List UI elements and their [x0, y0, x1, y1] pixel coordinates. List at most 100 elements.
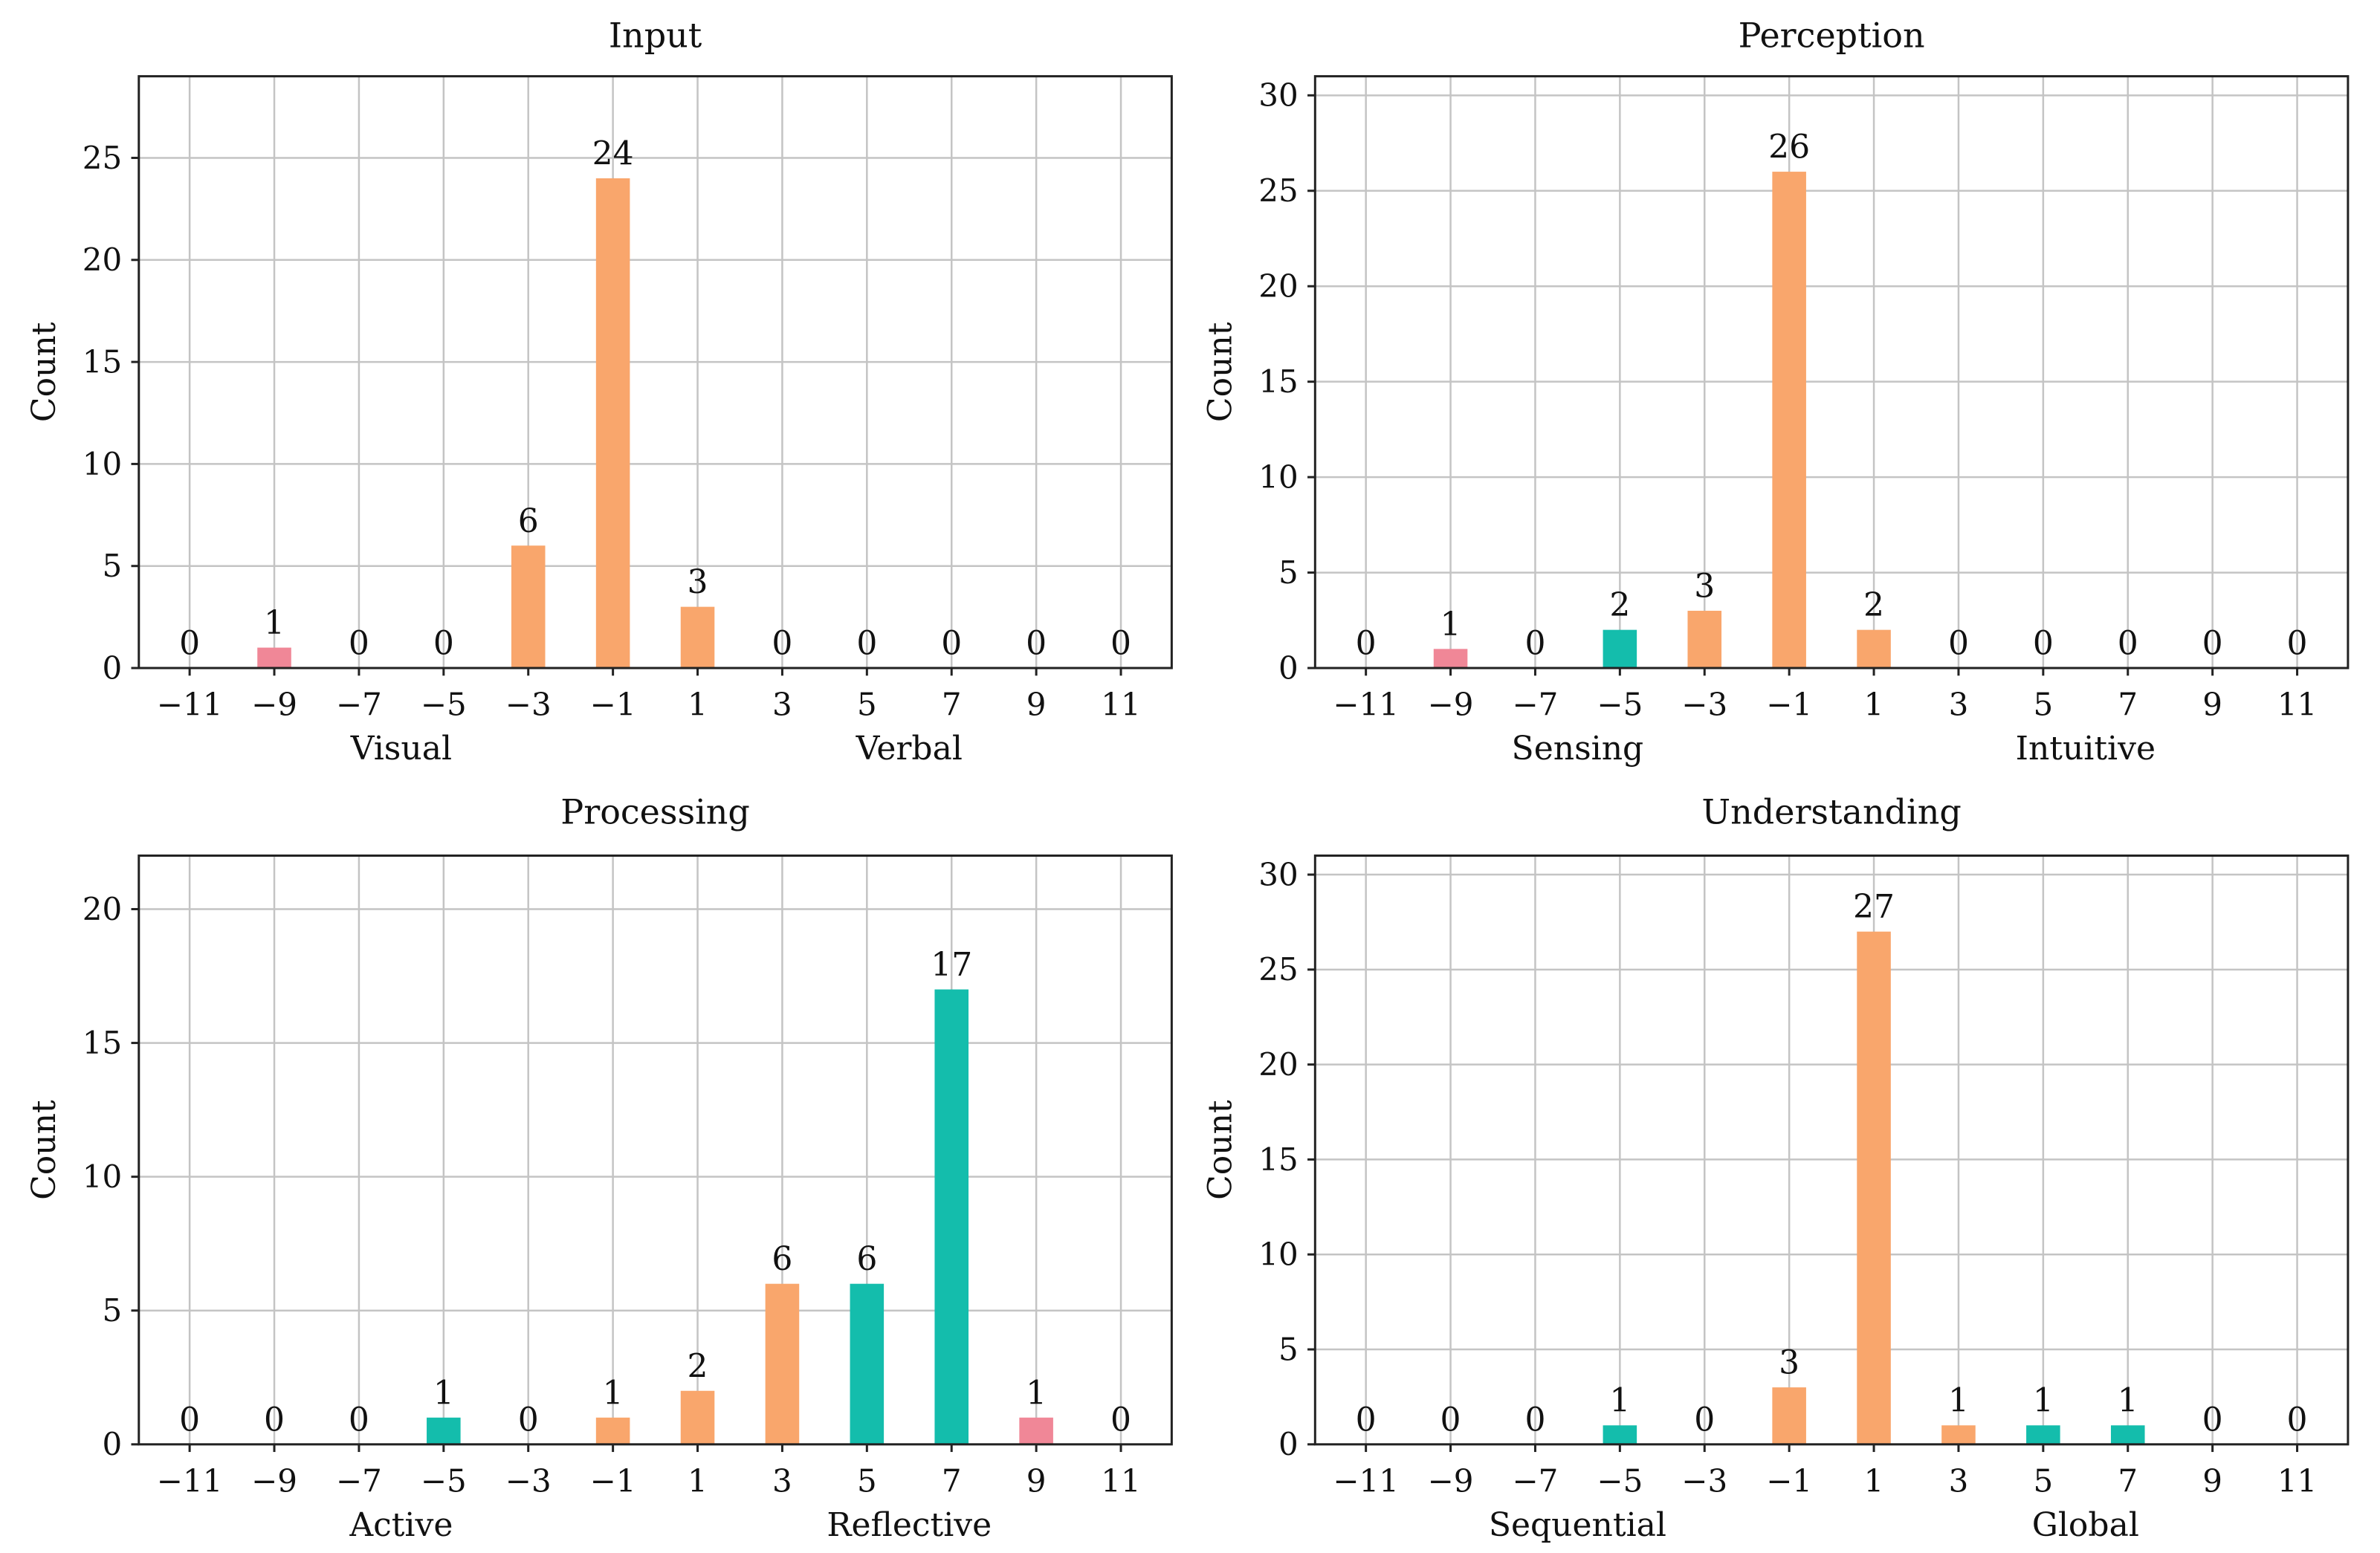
data-label: 0	[2287, 625, 2308, 663]
side-label-left: Visual	[350, 730, 452, 768]
data-label: 27	[1853, 888, 1895, 926]
data-label: 0	[2287, 1401, 2308, 1439]
y-tick-label: 20	[83, 241, 122, 278]
data-label: 24	[592, 134, 634, 172]
side-label-left: Sensing	[1512, 730, 1644, 768]
y-tick-label: 10	[1258, 458, 1298, 495]
side-label-left: Active	[349, 1506, 453, 1544]
y-tick-label: 25	[1258, 951, 1298, 988]
x-tick-label: −3	[505, 687, 552, 723]
data-label: 0	[1110, 625, 1131, 663]
bar	[511, 545, 546, 669]
y-tick-label: 10	[1258, 1236, 1298, 1273]
data-label: 0	[518, 1401, 539, 1439]
bar	[1941, 1425, 1976, 1445]
plot-frame	[1313, 854, 2350, 1446]
data-label: 0	[1524, 625, 1545, 663]
data-label: 0	[2202, 1401, 2223, 1439]
data-label: 1	[433, 1374, 454, 1412]
bar	[257, 647, 291, 669]
x-tick-label: 11	[2277, 687, 2317, 723]
x-tick-label: 5	[2033, 1462, 2053, 1499]
side-label-right: Intuitive	[2016, 730, 2156, 768]
data-label: 17	[931, 946, 972, 984]
y-tick-label: 15	[83, 1025, 122, 1061]
y-tick-label: 5	[1278, 554, 1299, 591]
data-label: 26	[1768, 129, 1810, 166]
x-tick-label: −9	[251, 687, 297, 723]
y-tick-label: 25	[83, 140, 122, 176]
bar	[2110, 1425, 2145, 1445]
data-label: 1	[2033, 1382, 2054, 1420]
x-tick-label: 5	[857, 1462, 877, 1499]
bar	[1857, 629, 1891, 669]
bar	[1772, 1387, 1806, 1445]
y-tick-label: 30	[1258, 856, 1298, 892]
chart-title: Understanding	[1701, 791, 1961, 831]
y-tick-label: 0	[102, 1426, 122, 1462]
x-tick-label: 3	[1949, 687, 1969, 723]
y-tick-label: 20	[1258, 268, 1298, 305]
x-tick-label: 3	[772, 687, 792, 723]
data-label: 0	[1524, 1401, 1545, 1439]
x-tick-label: −1	[590, 687, 636, 723]
y-tick-label: 0	[102, 649, 122, 686]
side-label-right: Reflective	[827, 1506, 992, 1544]
y-tick-label: 5	[102, 548, 122, 584]
y-axis-label: Count	[25, 322, 63, 422]
bar	[680, 1390, 715, 1445]
x-tick-label: −9	[1428, 1462, 1474, 1499]
data-label: 0	[349, 625, 369, 663]
chart-title: Processing	[560, 791, 750, 831]
x-tick-label: 5	[857, 687, 877, 723]
data-label: 2	[688, 1347, 708, 1385]
x-tick-label: 1	[1864, 687, 1884, 723]
y-tick-label: 30	[1258, 77, 1298, 114]
data-label: 3	[1694, 567, 1715, 605]
side-label-right: Global	[2032, 1506, 2139, 1544]
x-tick-label: 9	[2202, 687, 2222, 723]
side-label-left: Sequential	[1489, 1506, 1666, 1544]
x-tick-label: −1	[1766, 687, 1812, 723]
y-tick-label: 25	[1258, 172, 1298, 209]
data-label: 1	[1440, 606, 1461, 643]
data-label: 0	[179, 625, 200, 663]
data-label: 0	[1356, 625, 1377, 663]
data-label: 0	[1026, 625, 1047, 663]
x-tick-label: 9	[2202, 1462, 2222, 1499]
data-label: 1	[603, 1374, 624, 1412]
data-label: 1	[1948, 1382, 1969, 1420]
x-tick-label: 7	[942, 1462, 962, 1499]
y-tick-label: 5	[102, 1292, 122, 1329]
x-tick-label: −3	[1681, 1462, 1727, 1499]
x-tick-label: −9	[1428, 687, 1474, 723]
bar	[595, 178, 630, 669]
y-tick-label: 15	[1258, 1141, 1298, 1178]
data-label: 0	[941, 625, 962, 663]
x-tick-label: −7	[336, 687, 382, 723]
x-tick-label: −5	[421, 687, 467, 723]
bar	[1857, 931, 1891, 1445]
x-tick-label: −11	[1333, 687, 1399, 723]
data-label: 6	[856, 1240, 877, 1278]
bar	[595, 1417, 630, 1445]
x-tick-label: 11	[1101, 1462, 1140, 1499]
x-tick-label: 1	[688, 1462, 708, 1499]
x-tick-label: 9	[1026, 687, 1047, 723]
data-label: 0	[433, 625, 454, 663]
y-tick-label: 0	[1278, 1426, 1299, 1462]
x-tick-label: 11	[2277, 1462, 2317, 1499]
x-tick-label: 7	[2118, 1462, 2138, 1499]
y-tick-label: 0	[1278, 649, 1299, 686]
bar	[680, 606, 715, 669]
x-tick-label: −7	[1512, 1462, 1558, 1499]
x-tick-label: −5	[1597, 1462, 1643, 1499]
x-tick-label: −1	[590, 1462, 636, 1499]
data-label: 1	[1609, 1382, 1630, 1420]
x-tick-label: −11	[1333, 1462, 1399, 1499]
x-tick-label: 7	[942, 687, 962, 723]
